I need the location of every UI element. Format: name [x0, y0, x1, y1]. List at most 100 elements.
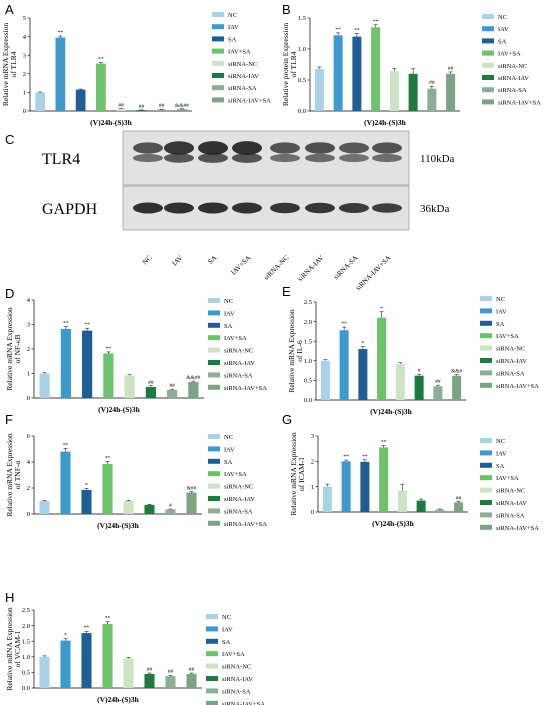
blot-band: [232, 153, 262, 163]
legend-entry: NC: [228, 12, 237, 19]
legend-entry: siRNA-IAV+SA: [224, 385, 267, 392]
legend-swatch: [208, 496, 220, 501]
legend-swatch: [482, 62, 494, 68]
y-tick-label: 1.5: [298, 15, 306, 22]
legend-swatch: [482, 75, 494, 80]
x-axis-label: (V)24h-(S)3h: [90, 118, 132, 127]
bar-IAV: [55, 37, 66, 111]
legend-swatch: [480, 320, 492, 326]
blot-band: [270, 202, 300, 214]
significance-label: **: [381, 439, 387, 445]
legend-entry: SA: [224, 459, 233, 466]
legend-swatch: [480, 462, 492, 468]
y-tick-label: 2.5: [304, 299, 312, 306]
legend-swatch: [206, 663, 218, 669]
significance-label: **: [105, 455, 111, 461]
panel-letter-B: B: [282, 2, 291, 17]
bar-SA: [82, 330, 93, 398]
legend-swatch: [208, 483, 220, 489]
significance-label: &&#: [451, 369, 463, 375]
significance-label: **: [335, 27, 341, 33]
blot-band: [270, 153, 300, 163]
bar-siRNA-NC: [397, 490, 407, 512]
blot-protein-label: GAPDH: [42, 201, 98, 218]
bar-siRNA-IAV+SA: [454, 502, 464, 512]
y-tick-label: 2: [311, 459, 314, 466]
legend-entry: siRNA-IAV: [496, 358, 527, 365]
legend-entry: siRNA-NC: [224, 484, 253, 491]
y-tick-label: 6: [27, 433, 31, 440]
significance-label: ##: [456, 495, 462, 501]
bar-siRNA-IAV: [145, 386, 156, 398]
blot-band: [164, 202, 194, 214]
legend-entry: NC: [224, 434, 233, 441]
y-tick-label: 0.5: [304, 378, 312, 385]
blot-lane-label: siRNA-SA: [332, 254, 359, 281]
bar-siRNA-IAV: [136, 110, 147, 111]
bar-siRNA-IAV: [144, 504, 155, 514]
y-tick-label: 4: [27, 297, 31, 304]
bar-NC: [39, 656, 50, 688]
bar-IAV+SA: [371, 27, 381, 111]
blot-lane-label: NC: [141, 254, 154, 267]
bar-siRNA-SA: [165, 509, 176, 514]
legend-swatch: [206, 651, 218, 657]
legend-swatch: [212, 12, 224, 17]
legend-entry: siRNA-NC: [222, 664, 251, 671]
blot-band: [339, 142, 369, 154]
legend-swatch: [208, 310, 220, 316]
legend-swatch: [208, 508, 220, 514]
bar-siRNA-SA: [427, 88, 437, 111]
blot-band: [305, 142, 335, 154]
chart-panel-D: D 0 1 2 3 4 Relative mRNA Expressionof NF-κB **…: [5, 286, 267, 414]
y-tick-label: 0: [23, 108, 26, 115]
panel-letter-D: D: [5, 286, 14, 301]
bar-siRNA-SA: [435, 509, 445, 512]
significance-label: **: [63, 320, 69, 326]
legend-swatch: [212, 48, 224, 54]
y-tick-label: 1: [311, 484, 314, 491]
blot-kda-label: 36kDa: [420, 203, 449, 215]
legend-swatch: [480, 370, 492, 376]
blot-band: [232, 202, 262, 214]
legend-entry: SA: [224, 323, 233, 330]
legend-entry: IAV+SA: [228, 49, 251, 56]
legend-entry: siRNA-IAV: [222, 676, 253, 683]
x-axis-label: (V)24h-(S)3h: [370, 407, 412, 416]
bar-IAV+SA: [103, 353, 114, 398]
y-tick-label: 0.5: [22, 670, 30, 677]
legend-entry: NC: [224, 298, 233, 305]
x-axis-label: (V)24h-(S)3h: [372, 519, 414, 528]
panel-letter-E: E: [282, 284, 291, 299]
bar-IAV+SA: [96, 63, 106, 111]
y-tick-label: 0.0: [298, 108, 306, 115]
y-tick-label: 1.0: [304, 358, 312, 365]
y-tick-label: 3: [27, 322, 30, 329]
blot-lane-label: IAV: [171, 254, 185, 268]
legend-entry: SA: [228, 36, 237, 43]
legend-entry: IAV: [224, 446, 235, 453]
bar-siRNA-SA: [167, 389, 178, 398]
bar-NC: [320, 360, 330, 400]
legend-swatch: [208, 434, 220, 439]
significance-label: ##: [429, 80, 435, 86]
legend-entry: siRNA-SA: [498, 87, 527, 94]
panel-letter-H: H: [5, 590, 14, 605]
legend-swatch: [480, 358, 492, 363]
significance-label: **: [373, 19, 379, 25]
bar-NC: [314, 68, 324, 111]
legend-swatch: [206, 676, 218, 681]
legend-swatch: [208, 298, 220, 303]
y-tick-label: 0: [27, 395, 30, 402]
bar-IAV: [60, 451, 71, 514]
legend-swatch: [206, 614, 218, 619]
legend-entry: siRNA-IAV+SA: [222, 701, 265, 705]
y-tick-label: 1.0: [298, 46, 306, 53]
legend-entry: siRNA-NC: [496, 346, 525, 353]
legend-swatch: [482, 87, 494, 93]
y-axis-label: Relative mRNA Expressionof TLR4: [1, 23, 18, 107]
legend: NC IAV SA IAV+SA siRNA-NC siRNA-IAV siRNA-SA si…: [208, 434, 267, 528]
